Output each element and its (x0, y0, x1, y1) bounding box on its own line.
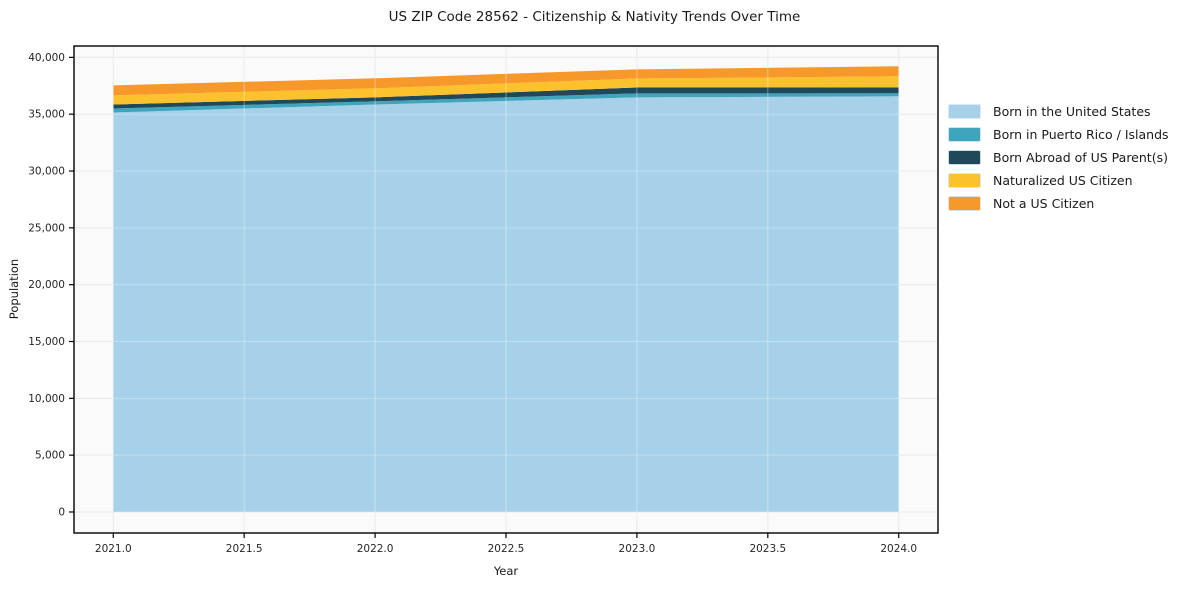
chart-title: US ZIP Code 28562 - Citizenship & Nativi… (388, 9, 801, 25)
y-tick-label: 5,000 (35, 450, 65, 462)
legend-label: Not a US Citizen (993, 196, 1095, 211)
y-tick-label: 25,000 (28, 222, 65, 234)
area-series-4 (113, 66, 899, 96)
x-tick-label: 2021.5 (226, 543, 263, 555)
y-tick-label: 0 (58, 506, 65, 518)
x-tick-label: 2021.0 (95, 543, 132, 555)
x-tick-label: 2022.5 (488, 543, 525, 555)
legend-label: Born Abroad of US Parent(s) (993, 150, 1168, 165)
area-series-0 (113, 96, 899, 513)
y-tick-label: 40,000 (28, 52, 65, 64)
legend-item-4: Not a US Citizen (948, 196, 1169, 211)
legend: Born in the United States Born in Puerto … (948, 104, 1169, 211)
y-tick-label: 30,000 (28, 166, 65, 178)
legend-swatch-icon (948, 104, 981, 119)
legend-label: Born in Puerto Rico / Islands (993, 127, 1169, 142)
area-series-1 (113, 93, 899, 113)
legend-swatch-icon (948, 127, 981, 142)
area-series-2 (113, 87, 899, 109)
x-tick-label: 2023.0 (619, 543, 656, 555)
y-tick-label: 10,000 (28, 393, 65, 405)
legend-item-2: Born Abroad of US Parent(s) (948, 150, 1169, 165)
legend-item-3: Naturalized US Citizen (948, 173, 1169, 188)
legend-swatch-icon (948, 150, 981, 165)
area-series-3 (113, 76, 899, 105)
y-tick-label: 35,000 (28, 109, 65, 121)
x-tick-label: 2022.0 (357, 543, 394, 555)
x-tick-label: 2023.5 (749, 543, 786, 555)
x-axis-label: Year (493, 564, 519, 578)
legend-label: Naturalized US Citizen (993, 173, 1133, 188)
legend-swatch-icon (948, 196, 981, 211)
y-tick-label: 20,000 (28, 279, 65, 291)
legend-item-0: Born in the United States (948, 104, 1169, 119)
legend-label: Born in the United States (993, 104, 1151, 119)
x-tick-label: 2024.0 (880, 543, 917, 555)
legend-item-1: Born in Puerto Rico / Islands (948, 127, 1169, 142)
y-tick-label: 15,000 (28, 336, 65, 348)
legend-swatch-icon (948, 173, 981, 188)
